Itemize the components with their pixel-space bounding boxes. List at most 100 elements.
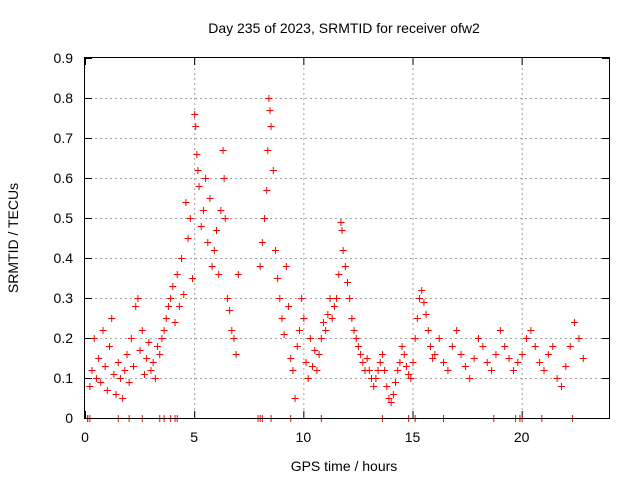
data-point bbox=[402, 363, 410, 370]
data-point bbox=[182, 199, 190, 206]
data-point bbox=[162, 315, 170, 322]
data-point bbox=[370, 383, 378, 390]
data-point bbox=[536, 359, 544, 366]
y-tick-label: 0.4 bbox=[54, 250, 74, 266]
data-point bbox=[317, 335, 325, 342]
data-point bbox=[221, 215, 229, 222]
data-point bbox=[204, 239, 212, 246]
data-point bbox=[300, 315, 308, 322]
x-tick-label: 10 bbox=[296, 429, 312, 445]
data-point bbox=[492, 351, 500, 358]
data-point bbox=[217, 207, 225, 214]
y-tick-label: 0.1 bbox=[54, 370, 74, 386]
data-point bbox=[381, 367, 389, 374]
data-point bbox=[566, 343, 574, 350]
data-point bbox=[453, 327, 461, 334]
data-point bbox=[149, 359, 157, 366]
data-point bbox=[575, 335, 583, 342]
data-point bbox=[311, 347, 319, 354]
data-point bbox=[309, 363, 317, 370]
data-point bbox=[123, 351, 131, 358]
data-point bbox=[289, 367, 297, 374]
data-point bbox=[106, 343, 114, 350]
data-point bbox=[130, 363, 138, 370]
data-point bbox=[258, 239, 266, 246]
data-point bbox=[549, 343, 557, 350]
data-point bbox=[302, 359, 310, 366]
data-point bbox=[333, 295, 341, 302]
data-point bbox=[271, 247, 279, 254]
data-point bbox=[92, 375, 100, 382]
data-point bbox=[341, 263, 349, 270]
data-point bbox=[145, 339, 153, 346]
data-point bbox=[339, 247, 347, 254]
data-point bbox=[562, 363, 570, 370]
data-point bbox=[407, 375, 415, 382]
data-point bbox=[156, 351, 164, 358]
data-point bbox=[444, 367, 452, 374]
x-tick-label: 15 bbox=[405, 429, 421, 445]
data-point bbox=[405, 371, 413, 378]
data-point bbox=[416, 295, 424, 302]
grid-lines bbox=[85, 58, 609, 418]
data-point bbox=[208, 263, 216, 270]
data-point bbox=[396, 359, 404, 366]
data-point bbox=[440, 359, 448, 366]
data-point bbox=[376, 359, 384, 366]
data-point bbox=[143, 355, 151, 362]
data-point bbox=[158, 335, 166, 342]
data-point bbox=[151, 375, 159, 382]
data-point bbox=[291, 395, 299, 402]
data-point bbox=[160, 327, 168, 334]
data-point bbox=[479, 343, 487, 350]
data-point bbox=[125, 379, 133, 386]
data-point bbox=[346, 295, 354, 302]
data-point bbox=[488, 367, 496, 374]
data-point bbox=[319, 319, 327, 326]
data-point bbox=[169, 283, 177, 290]
data-point bbox=[448, 343, 456, 350]
data-point bbox=[337, 219, 345, 226]
x-tick-label: 20 bbox=[514, 429, 530, 445]
data-point bbox=[213, 227, 220, 234]
data-point bbox=[350, 327, 358, 334]
data-point bbox=[470, 355, 478, 362]
data-point bbox=[280, 331, 288, 338]
data-point bbox=[306, 335, 314, 342]
data-point bbox=[389, 391, 397, 398]
data-point bbox=[400, 351, 408, 358]
data-point bbox=[232, 351, 240, 358]
data-point bbox=[202, 175, 210, 182]
data-point bbox=[215, 271, 223, 278]
data-point bbox=[293, 343, 301, 350]
data-point bbox=[184, 235, 192, 242]
data-point bbox=[226, 307, 234, 314]
data-point bbox=[523, 335, 531, 342]
data-point bbox=[322, 327, 330, 334]
data-point bbox=[398, 343, 406, 350]
data-point bbox=[88, 367, 96, 374]
data-point bbox=[420, 299, 428, 306]
data-point bbox=[328, 315, 336, 322]
data-point bbox=[180, 291, 188, 298]
data-point bbox=[86, 383, 94, 390]
data-point bbox=[110, 371, 118, 378]
data-point bbox=[103, 387, 111, 394]
data-point bbox=[132, 303, 140, 310]
data-point bbox=[352, 335, 360, 342]
data-point bbox=[501, 343, 509, 350]
data-point bbox=[426, 343, 434, 350]
data-point bbox=[514, 359, 522, 366]
data-point bbox=[287, 355, 295, 362]
x-tick-label: 0 bbox=[81, 429, 89, 445]
data-point bbox=[354, 343, 362, 350]
data-point bbox=[540, 367, 548, 374]
data-point bbox=[553, 375, 561, 382]
data-point bbox=[195, 183, 203, 190]
data-point bbox=[164, 303, 172, 310]
data-point bbox=[140, 371, 148, 378]
data-point bbox=[219, 147, 227, 154]
data-point bbox=[186, 215, 194, 222]
data-point bbox=[282, 263, 290, 270]
